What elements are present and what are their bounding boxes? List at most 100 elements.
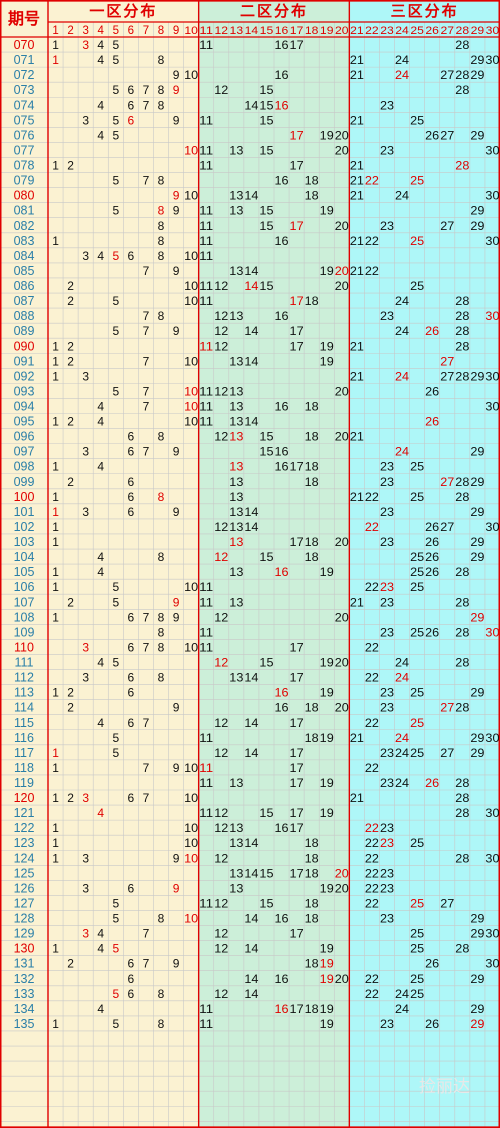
drawn-number: 12: [214, 339, 228, 353]
drawn-number: 18: [305, 475, 319, 489]
drawn-number: 2: [67, 701, 74, 715]
drawn-number: 5: [112, 896, 119, 910]
drawn-number: 3: [82, 505, 89, 519]
table-row: 129 3 4 7 12 17 25 29 30: [14, 927, 500, 941]
drawn-number: 18: [305, 731, 319, 745]
drawn-number: 30: [485, 957, 499, 971]
drawn-number: 20: [335, 701, 349, 715]
drawn-number: 27: [440, 701, 454, 715]
column-number-3: 3: [82, 25, 88, 37]
drawn-number: 1: [52, 415, 59, 429]
drawn-number: 15: [259, 896, 273, 910]
column-number-28: 28: [456, 25, 470, 37]
drawn-number: 12: [214, 896, 228, 910]
drawn-number: 5: [112, 746, 119, 760]
column-number-25: 25: [410, 25, 424, 37]
drawn-number: 8: [158, 430, 165, 444]
drawn-number: 13: [229, 354, 243, 368]
drawn-number: 11: [199, 625, 213, 639]
drawn-number: 6: [128, 671, 135, 685]
drawn-number: 22: [365, 490, 379, 504]
drawn-number: 15: [259, 656, 273, 670]
column-number-27: 27: [440, 25, 454, 37]
period-number: 088: [14, 309, 35, 323]
drawn-number: 22: [365, 671, 379, 685]
table-row: 094 4 7 10 11 13 16 18 30: [14, 400, 500, 414]
drawn-number: 3: [82, 249, 89, 263]
table-row: 131 2 6 7 9 18 19 26 30: [14, 957, 500, 971]
drawn-number: 22: [365, 972, 379, 986]
drawn-number: 8: [158, 625, 165, 639]
drawn-number: 23: [380, 1017, 394, 1031]
drawn-number: 27: [440, 746, 454, 760]
drawn-number: 15: [259, 98, 273, 112]
drawn-number: 6: [128, 791, 135, 805]
table-row: 098 1 4 13 16 17 18 23 25: [14, 460, 425, 474]
drawn-number: 8: [158, 1017, 165, 1031]
table-row: 103 1 13 17 18 20 23 26 29: [14, 535, 485, 549]
drawn-number: 1: [52, 520, 59, 534]
drawn-number: 13: [229, 776, 243, 790]
period-number: 099: [14, 475, 35, 489]
drawn-number: 13: [229, 520, 243, 534]
drawn-number: 4: [97, 400, 104, 414]
table-row: 077 10 11 13 15 20 23 30: [14, 143, 500, 157]
drawn-number: 14: [244, 671, 258, 685]
drawn-number: 23: [380, 595, 394, 609]
drawn-number: 3: [82, 927, 89, 941]
drawn-number: 29: [470, 53, 484, 67]
drawn-number: 8: [158, 83, 165, 97]
period-number: 122: [14, 821, 35, 835]
drawn-number: 9: [173, 445, 180, 459]
drawn-number: 15: [259, 445, 273, 459]
drawn-number: 15: [259, 143, 273, 157]
period-number: 076: [14, 128, 35, 142]
drawn-number: 19: [320, 972, 334, 986]
period-number: 119: [14, 776, 34, 790]
column-number-2: 2: [67, 25, 73, 37]
period-number: 074: [14, 98, 35, 112]
table-row: 081 5 8 9 11 13 15 19 29: [14, 204, 485, 218]
drawn-number: 27: [440, 475, 454, 489]
table-row: 133 5 6 8 12 14 22 24 25: [14, 987, 425, 1001]
drawn-number: 11: [199, 400, 213, 414]
drawn-number: 2: [67, 791, 74, 805]
drawn-number: 10: [184, 249, 198, 263]
drawn-number: 7: [143, 761, 150, 775]
drawn-number: 7: [143, 384, 150, 398]
drawn-number: 19: [320, 806, 334, 820]
drawn-number: 15: [259, 550, 273, 564]
drawn-number: 16: [275, 1002, 289, 1016]
drawn-number: 29: [470, 731, 484, 745]
drawn-number: 11: [199, 1002, 213, 1016]
drawn-number: 14: [244, 189, 258, 203]
period-number: 128: [14, 912, 35, 926]
drawn-number: 25: [410, 625, 424, 639]
drawn-number: 22: [365, 264, 379, 278]
drawn-number: 22: [365, 881, 379, 895]
drawn-number: 23: [380, 460, 394, 474]
drawn-number: 24: [395, 53, 409, 67]
period-number: 102: [14, 520, 35, 534]
drawn-number: 10: [184, 68, 198, 82]
drawn-number: 11: [199, 776, 213, 790]
drawn-number: 8: [158, 610, 165, 624]
table-row: 107 2 5 9 11 13 21 23 28: [14, 595, 470, 609]
drawn-number: 12: [214, 309, 228, 323]
drawn-number: 16: [275, 460, 289, 474]
drawn-number: 25: [410, 746, 424, 760]
drawn-number: 9: [173, 505, 180, 519]
drawn-number: 11: [199, 595, 213, 609]
drawn-number: 7: [143, 957, 150, 971]
drawn-number: 9: [173, 204, 180, 218]
drawn-number: 30: [485, 234, 499, 248]
drawn-number: 2: [67, 354, 74, 368]
drawn-number: 28: [455, 309, 469, 323]
drawn-number: 1: [52, 746, 59, 760]
drawn-number: 17: [290, 339, 304, 353]
table-row: 124 1 3 9 10 12 18 22 28 30: [14, 851, 500, 865]
drawn-number: 28: [455, 38, 469, 52]
period-number: 115: [14, 716, 34, 730]
drawn-number: 15: [259, 219, 273, 233]
drawn-number: 4: [97, 716, 104, 730]
